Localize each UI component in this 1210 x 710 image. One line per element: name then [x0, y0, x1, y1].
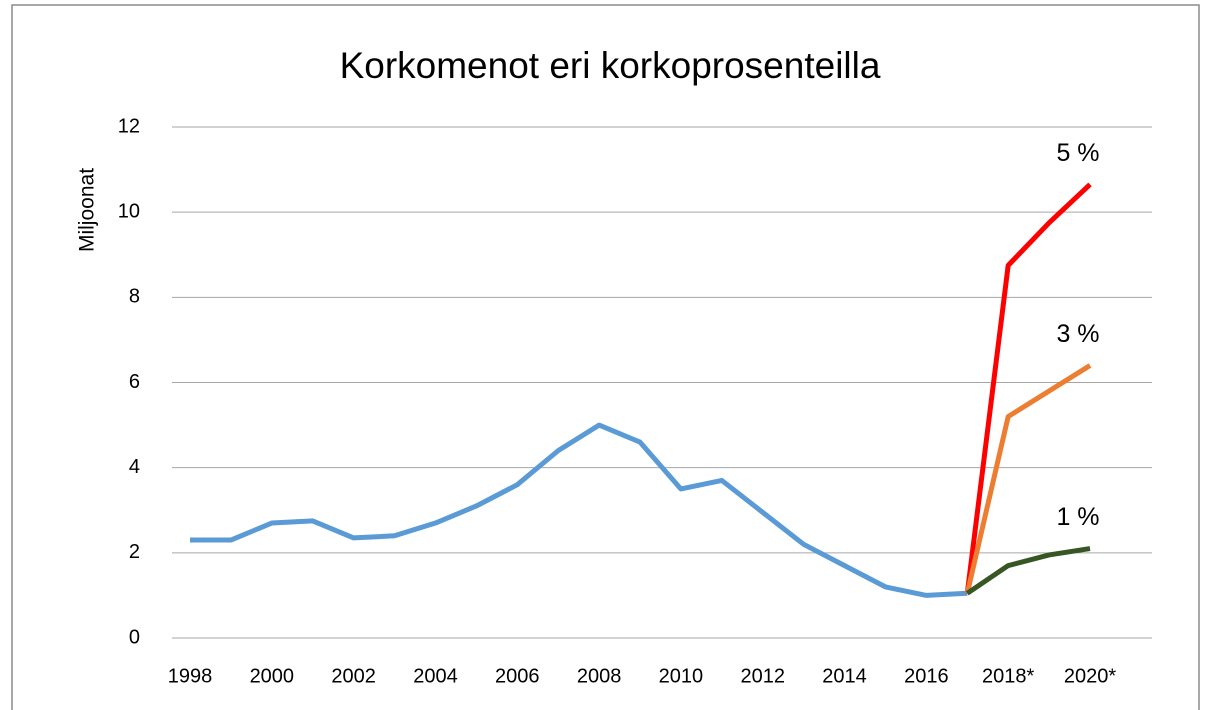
- series-line: [190, 422, 968, 598]
- y-axis-label: Miljoonat: [76, 168, 99, 252]
- y-tick-label: 2: [129, 541, 140, 563]
- x-tick-label: 2010: [659, 665, 704, 687]
- chart-title: Korkomenot eri korkoprosenteilla: [340, 45, 881, 86]
- x-tick-label: 1998: [168, 665, 213, 687]
- x-tick-label: 2018*: [982, 665, 1034, 687]
- y-tick-label: 8: [129, 286, 140, 308]
- y-tick-label: 12: [118, 115, 140, 137]
- x-tick-label: 2012: [740, 665, 785, 687]
- series-line: [964, 182, 1092, 594]
- x-tick-label: 2020*: [1064, 665, 1116, 687]
- x-tick-label: 2014: [822, 665, 867, 687]
- x-tick-label: 2016: [904, 665, 949, 687]
- y-tick-label: 0: [129, 626, 140, 648]
- y-tick-label: 4: [129, 456, 140, 478]
- series-label: 3 %: [1056, 320, 1099, 348]
- series-line: [964, 363, 1092, 594]
- y-tick-label: 6: [129, 371, 140, 393]
- series-line: [965, 546, 1091, 596]
- x-tick-label: 2006: [495, 665, 540, 687]
- series-label: 1 %: [1056, 503, 1099, 531]
- chart-border: [11, 4, 1200, 710]
- x-tick-label: 2004: [413, 665, 458, 687]
- y-tick-label: 10: [118, 200, 140, 222]
- x-tick-label: 2008: [577, 665, 622, 687]
- x-tick-label: 2002: [331, 665, 376, 687]
- series-label: 5 %: [1056, 139, 1099, 167]
- x-tick-label: 2000: [250, 665, 295, 687]
